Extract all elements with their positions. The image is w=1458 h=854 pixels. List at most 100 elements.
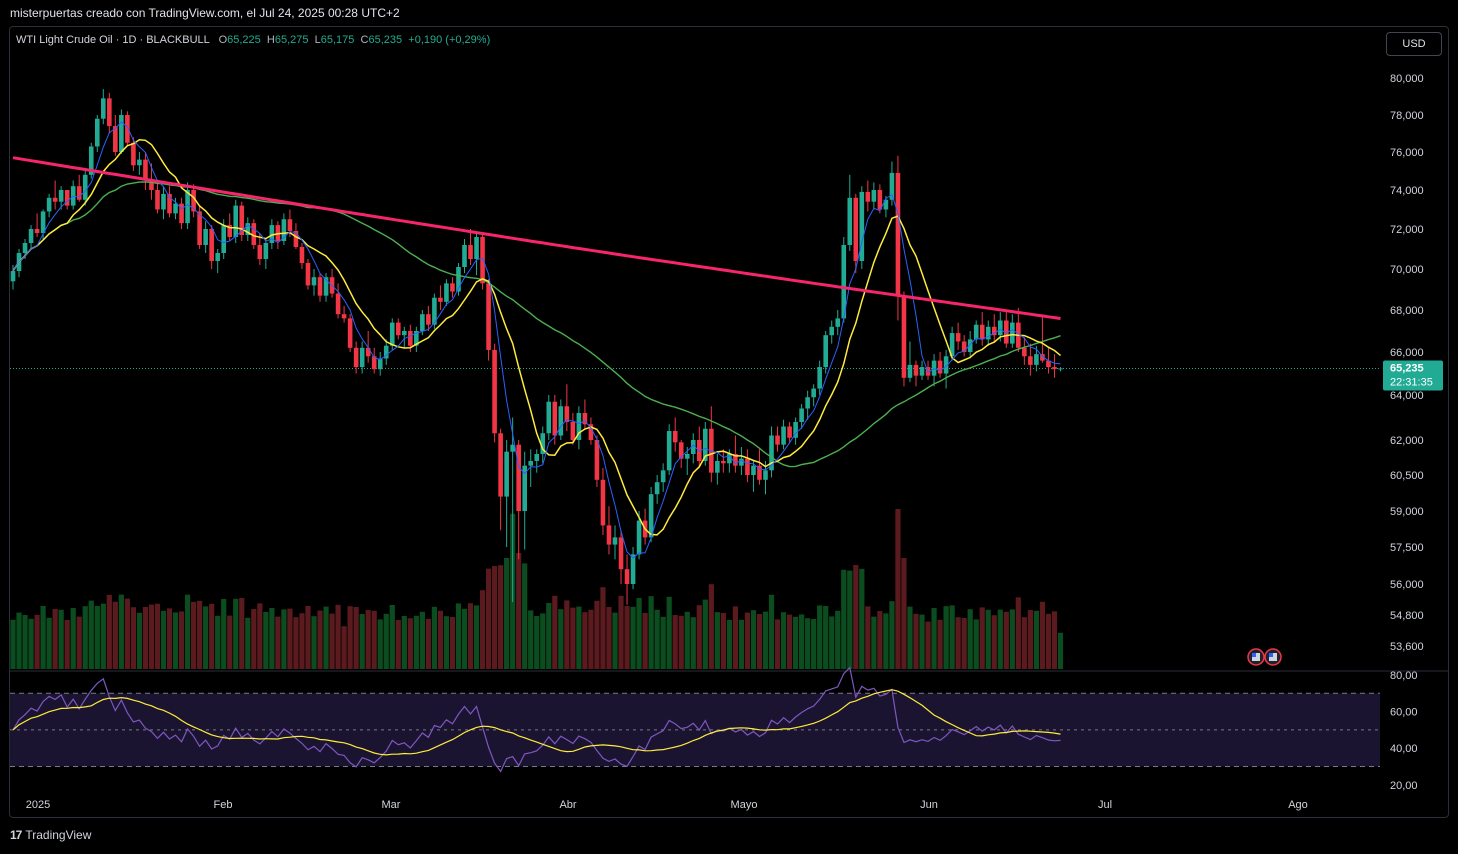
volume-bar: [955, 617, 961, 669]
volume-bar: [1039, 601, 1046, 669]
volume-bar: [1027, 610, 1033, 669]
volume-bar: [449, 617, 456, 669]
volume-bar: [431, 606, 437, 669]
volume-bar: [588, 609, 594, 669]
volume-bar: [793, 616, 799, 669]
volume-bar: [907, 606, 913, 669]
candle-body: [191, 190, 196, 212]
volume-bar: [263, 612, 269, 669]
candle-body: [721, 461, 726, 464]
rsi-pane: [10, 666, 1380, 773]
candle-body: [781, 426, 786, 445]
candle-body: [383, 345, 389, 359]
volume-bar: [76, 616, 82, 669]
volume-bar: [576, 606, 582, 669]
candle-body: [660, 470, 666, 483]
candle-body: [125, 115, 130, 143]
last-price-value: 65,235: [1390, 362, 1424, 374]
volume-bar: [82, 606, 88, 669]
candle-body: [221, 225, 226, 253]
candle-body: [853, 197, 859, 261]
candle-body: [492, 349, 497, 434]
candle-body: [317, 277, 323, 296]
rsi-ma-line: [12, 689, 1061, 756]
price-axis-label: 72,000: [1390, 224, 1424, 236]
volume-bar: [654, 609, 660, 669]
volume-bar: [570, 607, 576, 669]
ma-yellow-line: [12, 139, 1061, 536]
volume-bar: [708, 584, 714, 669]
axes: 80,000 78,000 76,000 74,000 72,000 70,000 68,0…: [26, 73, 1443, 811]
candle-body: [564, 406, 570, 422]
candle-body: [522, 465, 527, 511]
volume-bar: [28, 618, 34, 669]
volume-bar: [780, 612, 787, 669]
candle-body: [817, 367, 822, 389]
candle-body: [82, 174, 88, 200]
chart-attribution: misterpuertas creado con TradingView.com…: [10, 6, 400, 20]
candle-body: [10, 271, 16, 282]
candle-body: [498, 433, 503, 497]
volume-bar: [853, 565, 859, 669]
volume-bar: [805, 618, 811, 669]
volume-bar: [10, 619, 16, 669]
price-axis-label: 56,000: [1390, 579, 1424, 591]
currency-button[interactable]: USD: [1386, 32, 1442, 56]
volume-bar: [925, 621, 931, 669]
candle-body: [209, 229, 214, 261]
volume-bar: [437, 610, 444, 669]
candle-body: [727, 454, 732, 464]
tradingview-footer[interactable]: 17 TradingView: [10, 828, 91, 842]
volume-bar: [829, 616, 835, 669]
volume-bar: [40, 606, 46, 669]
tradingview-logo-icon: 17: [10, 828, 22, 842]
rsi-axis-label: 40,00: [1390, 743, 1418, 755]
open-value: 65,225: [227, 34, 261, 46]
tradingview-brand: TradingView: [25, 828, 92, 842]
volume-bar: [913, 613, 919, 669]
volume-bar: [389, 605, 395, 669]
volume-bar: [1015, 597, 1021, 669]
volume-bar: [684, 611, 690, 669]
candle-body: [678, 442, 684, 459]
candle-body: [558, 406, 564, 436]
volume-bar: [961, 618, 967, 669]
volume-bar: [937, 619, 943, 669]
volume-bar: [245, 617, 251, 669]
volume-bar: [184, 594, 191, 669]
price-axis-label: 62,000: [1390, 435, 1424, 447]
candle-body: [28, 229, 34, 243]
time-axis-label: Feb: [214, 799, 233, 811]
candle-body: [414, 331, 419, 346]
volume-bar: [178, 611, 185, 669]
candle-body: [895, 172, 901, 296]
candle-body: [305, 263, 311, 286]
volume-bar: [732, 606, 738, 669]
candle-body: [432, 297, 437, 325]
candle-body: [293, 231, 299, 247]
volume-bar: [666, 596, 672, 669]
volume-bar: [203, 606, 209, 669]
volume-bar: [467, 603, 474, 669]
candle-body: [648, 494, 654, 538]
us-flag-icon: [1269, 653, 1273, 657]
volume-bar: [58, 609, 64, 669]
candle-body: [113, 126, 118, 152]
candle-body: [811, 388, 816, 398]
candle-body: [377, 358, 383, 370]
price-axis-label: 57,500: [1390, 542, 1424, 554]
volume-bar: [985, 609, 991, 669]
candle-body: [365, 347, 371, 357]
candle-body: [107, 98, 112, 127]
candle-body: [347, 318, 353, 348]
volume-bar: [1045, 613, 1052, 669]
candle-body: [636, 520, 642, 555]
volume-bar: [1009, 609, 1015, 669]
candle-body: [672, 431, 678, 443]
candle-body: [624, 569, 630, 584]
candle-body: [76, 186, 82, 200]
volume-bar: [528, 610, 534, 669]
candle-body: [462, 245, 467, 267]
volume-bar: [696, 605, 702, 669]
